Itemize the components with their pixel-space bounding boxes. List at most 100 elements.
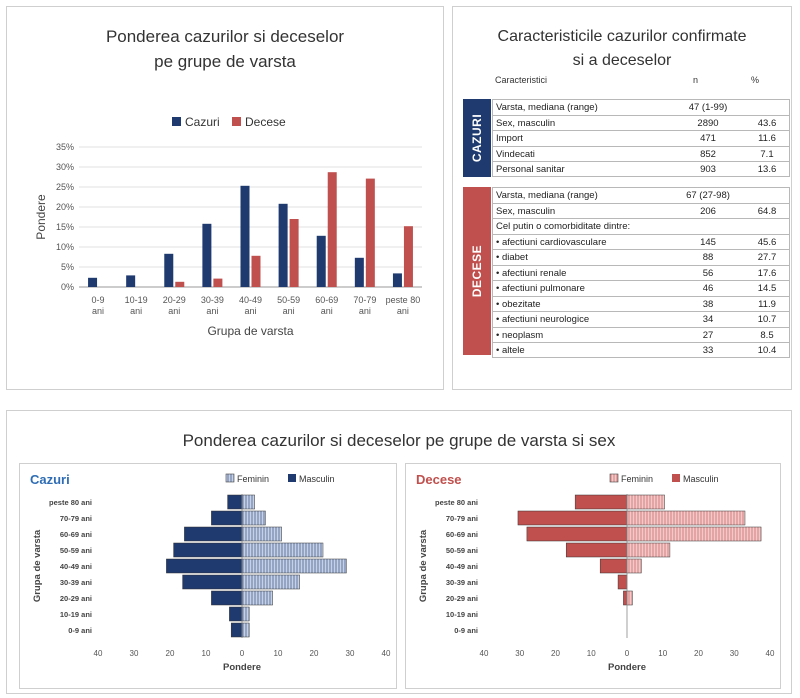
table-cell-pct: 10.7 xyxy=(757,314,777,325)
age-tick-label: 50-59 ani xyxy=(446,546,478,555)
table-cell-label: • obezitate xyxy=(496,298,541,310)
table-cell-label: • diabet xyxy=(496,252,528,263)
y-tick-label: 30% xyxy=(56,162,74,172)
table-row: • obezitate 38 11.9 xyxy=(492,295,790,311)
table-cell-n: 33 xyxy=(702,345,714,356)
table-cell-n: 46 xyxy=(702,283,714,294)
y-axis-label: Grupa de varsta xyxy=(418,529,429,602)
legend-label-feminin: Feminin xyxy=(237,474,269,484)
x-tick-label: 70-79 xyxy=(353,295,376,305)
bar-masculin xyxy=(229,606,243,622)
y-tick-label: 5% xyxy=(61,262,74,272)
age-tick-label: 0-9 ani xyxy=(454,626,478,635)
age-tick-label: 70-79 ani xyxy=(60,514,92,523)
table-cell-label: Personal sanitar xyxy=(496,164,565,175)
x-tick-label: 20 xyxy=(166,649,175,658)
age-tick-label: peste 80 ani xyxy=(49,498,92,507)
y-tick-label: 0% xyxy=(61,282,74,292)
table-row: • neoplasm 27 8.5 xyxy=(492,326,790,342)
table-row: • afectiuni neurologice 34 10.7 xyxy=(492,311,790,327)
bar-feminin xyxy=(626,590,633,606)
table-cell-label: Sex, masculin xyxy=(496,205,556,217)
bar-feminin xyxy=(241,526,282,542)
x-tick-label: 20 xyxy=(694,649,703,658)
cases-section-label: CAZURI xyxy=(463,99,491,177)
bar-feminin xyxy=(241,558,347,574)
bar-feminin xyxy=(626,494,665,510)
age-tick-label: 50-59 ani xyxy=(60,546,92,555)
table-cell-label: • afectiuni neurologice xyxy=(496,314,590,325)
bar-masculin xyxy=(617,574,628,590)
legend-label-masculin: Masculin xyxy=(299,474,335,484)
bar-cazuri xyxy=(202,223,212,287)
x-tick-label: 0 xyxy=(240,649,245,658)
table-cell-n: 2890 xyxy=(697,117,719,129)
table-cell-n: 38 xyxy=(702,298,714,310)
x-axis-label: Pondere xyxy=(608,662,646,673)
x-tick-label: ani xyxy=(397,306,409,316)
legend-swatch-feminin xyxy=(225,473,235,483)
legend-swatch-decese xyxy=(232,117,241,126)
x-tick-label: ani xyxy=(359,306,371,316)
bar-decese xyxy=(403,226,413,287)
table-cell-label: Varsta, mediana (range) xyxy=(496,190,598,201)
x-tick-label: 30 xyxy=(130,649,139,658)
age-tick-label: 0-9 ani xyxy=(68,626,92,635)
table-cell-label: • neoplasm xyxy=(496,329,544,341)
table-cell-pct: 17.6 xyxy=(757,267,777,279)
x-tick-label: 40 xyxy=(382,649,391,658)
table-row: Vindecati 852 7.1 xyxy=(492,145,790,161)
table-cell-n: 852 xyxy=(700,148,716,160)
y-tick-label: 10% xyxy=(56,242,74,252)
y-tick-label: 20% xyxy=(56,202,74,212)
table-cell-n: 67 (27-98) xyxy=(686,190,730,201)
x-tick-label: 10 xyxy=(658,649,667,658)
age-tick-label: 40-49 ani xyxy=(60,562,92,571)
x-tick-label: 20-29 xyxy=(163,295,186,305)
bar-masculin xyxy=(623,590,628,606)
table-row: • afectiuni pulmonare 46 14.5 xyxy=(492,280,790,296)
table-row: Varsta, mediana (range) 47 (1-99) xyxy=(492,99,790,115)
table-title-line1: Caracteristicile cazurilor confirmate xyxy=(497,28,747,45)
table-cell-pct: 14.5 xyxy=(757,283,777,294)
bar-decese xyxy=(327,172,337,287)
bar-decese xyxy=(365,178,375,287)
bar-cazuri xyxy=(240,185,250,287)
table-cell-label: Cel putin o comorbiditate dintre: xyxy=(496,221,631,232)
table-cell-pct: 45.6 xyxy=(757,236,777,248)
age-tick-label: 20-29 ani xyxy=(446,594,478,603)
bar-feminin xyxy=(626,558,642,574)
age-tick-label: 70-79 ani xyxy=(446,514,478,523)
cases-pyramid-svg: Cazuri Feminin Masculin peste 80 ani 70-79 a… xyxy=(30,472,391,673)
x-tick-label: 60-69 xyxy=(315,295,338,305)
pd-title: Decese xyxy=(416,472,462,487)
table-cell-label: Sex, masculin xyxy=(496,117,556,129)
table-cell-pct: 11.9 xyxy=(758,298,776,310)
y-axis-label: Grupa de varsta xyxy=(32,529,43,602)
pc-title: Cazuri xyxy=(30,472,70,487)
age-group-bar-chart-panel: Ponderea cazurilor si deceselor pe grupe… xyxy=(6,6,444,390)
x-tick-label: 30 xyxy=(730,649,739,658)
bar-masculin xyxy=(211,590,243,606)
bar-feminin xyxy=(626,542,671,558)
bar-feminin xyxy=(241,574,300,590)
bar-feminin xyxy=(241,510,266,526)
x-tick-label: peste 80 xyxy=(386,295,421,305)
x-tick-label: ani xyxy=(244,306,256,316)
x-tick-label: 20 xyxy=(551,649,560,658)
table-row: Varsta, mediana (range) 67 (27-98) xyxy=(492,187,790,203)
age-tick-label: 30-39 ani xyxy=(60,578,92,587)
bar-cazuri xyxy=(316,235,326,287)
bar-feminin xyxy=(241,542,324,558)
x-tick-label: 40 xyxy=(766,649,775,658)
table-cell-n: 206 xyxy=(700,205,716,217)
bar-masculin xyxy=(526,526,628,542)
bar-masculin xyxy=(574,494,628,510)
x-tick-label: 30 xyxy=(346,649,355,658)
age-tick-label: 20-29 ani xyxy=(60,594,92,603)
y-tick-label: 25% xyxy=(56,182,74,192)
table-cell-n: 145 xyxy=(700,236,716,248)
x-tick-label: ani xyxy=(206,306,218,316)
table-cell-pct: 27.7 xyxy=(757,252,777,263)
table-row: Sex, masculin 2890 43.6 xyxy=(492,114,790,130)
